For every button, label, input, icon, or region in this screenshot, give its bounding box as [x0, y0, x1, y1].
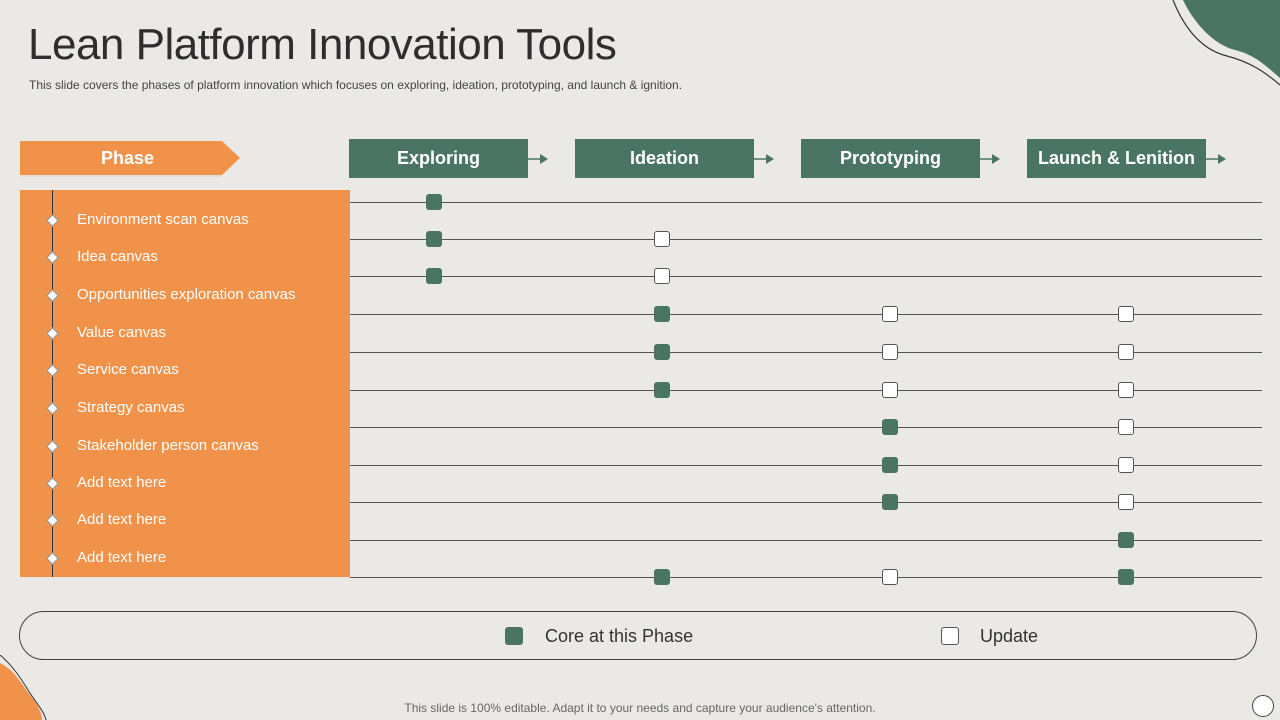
matrix-row-line	[350, 390, 1262, 391]
core-marker	[426, 268, 442, 284]
matrix-row-line	[350, 352, 1262, 353]
core-marker	[426, 231, 442, 247]
core-marker	[1118, 532, 1134, 548]
update-marker	[882, 306, 898, 322]
item-label: Strategy canvas	[77, 399, 185, 416]
phase-launch: Launch & Lenition	[1027, 139, 1206, 178]
legend	[19, 611, 1257, 660]
matrix-row-line	[350, 577, 1262, 578]
item-label: Add text here	[77, 549, 167, 566]
arrow-connector-icon	[528, 154, 548, 164]
phase-header-arrow	[20, 141, 240, 177]
core-marker	[882, 494, 898, 510]
page-title: Lean Platform Innovation Tools	[28, 20, 617, 69]
phase-prototyping: Prototyping	[801, 139, 980, 178]
update-marker	[882, 569, 898, 585]
phase-header-label: Phase	[100, 148, 155, 168]
matrix-row-line	[350, 427, 1262, 428]
item-label: Opportunities exploration canvas	[77, 286, 296, 303]
arrow-connector-icon	[980, 154, 1000, 164]
update-marker	[1118, 457, 1134, 473]
update-marker	[882, 382, 898, 398]
phase-ideation: Ideation	[575, 139, 754, 178]
corner-decoration-bottom-left	[0, 655, 47, 720]
matrix-row-line	[350, 465, 1262, 466]
core-marker	[1118, 569, 1134, 585]
update-marker	[654, 231, 670, 247]
items-panel	[20, 190, 350, 577]
item-label: Environment scan canvas	[77, 211, 249, 228]
update-marker	[1118, 306, 1134, 322]
footer-note: This slide is 100% editable. Adapt it to…	[404, 701, 876, 715]
item-label: Value canvas	[77, 324, 166, 341]
legend-core-label: Core at this Phase	[545, 626, 694, 646]
update-marker	[1118, 344, 1134, 360]
arrow-connector-icon	[1206, 154, 1226, 164]
phase-exploring: Exploring	[349, 139, 528, 178]
core-marker	[654, 569, 670, 585]
page-subtitle: This slide covers the phases of platform…	[29, 78, 683, 92]
item-label: Add text here	[77, 474, 167, 491]
item-label: Add text here	[77, 511, 167, 528]
matrix-row-line	[350, 540, 1262, 541]
matrix-row-line	[350, 202, 1262, 203]
update-marker	[1118, 419, 1134, 435]
slide-nav-button[interactable]	[1252, 695, 1274, 717]
core-marker	[882, 419, 898, 435]
legend-update-icon	[941, 627, 959, 645]
matrix-row-line	[350, 276, 1262, 277]
update-marker	[1118, 382, 1134, 398]
matrix-row-line	[350, 239, 1262, 240]
update-marker	[654, 268, 670, 284]
core-marker	[654, 382, 670, 398]
items-timeline-line	[52, 190, 53, 577]
arrow-connector-icon	[754, 154, 774, 164]
legend-core-icon	[505, 627, 523, 645]
update-marker	[1118, 494, 1134, 510]
legend-update-label: Update	[980, 626, 1039, 646]
core-marker	[654, 306, 670, 322]
core-marker	[654, 344, 670, 360]
matrix-row-line	[350, 502, 1262, 503]
item-label: Stakeholder person canvas	[77, 437, 259, 454]
core-marker	[426, 194, 442, 210]
corner-decoration-top-right	[1172, 0, 1280, 86]
item-label: Idea canvas	[77, 248, 158, 265]
update-marker	[882, 344, 898, 360]
core-marker	[882, 457, 898, 473]
item-label: Service canvas	[77, 361, 179, 378]
matrix-row-line	[350, 314, 1262, 315]
